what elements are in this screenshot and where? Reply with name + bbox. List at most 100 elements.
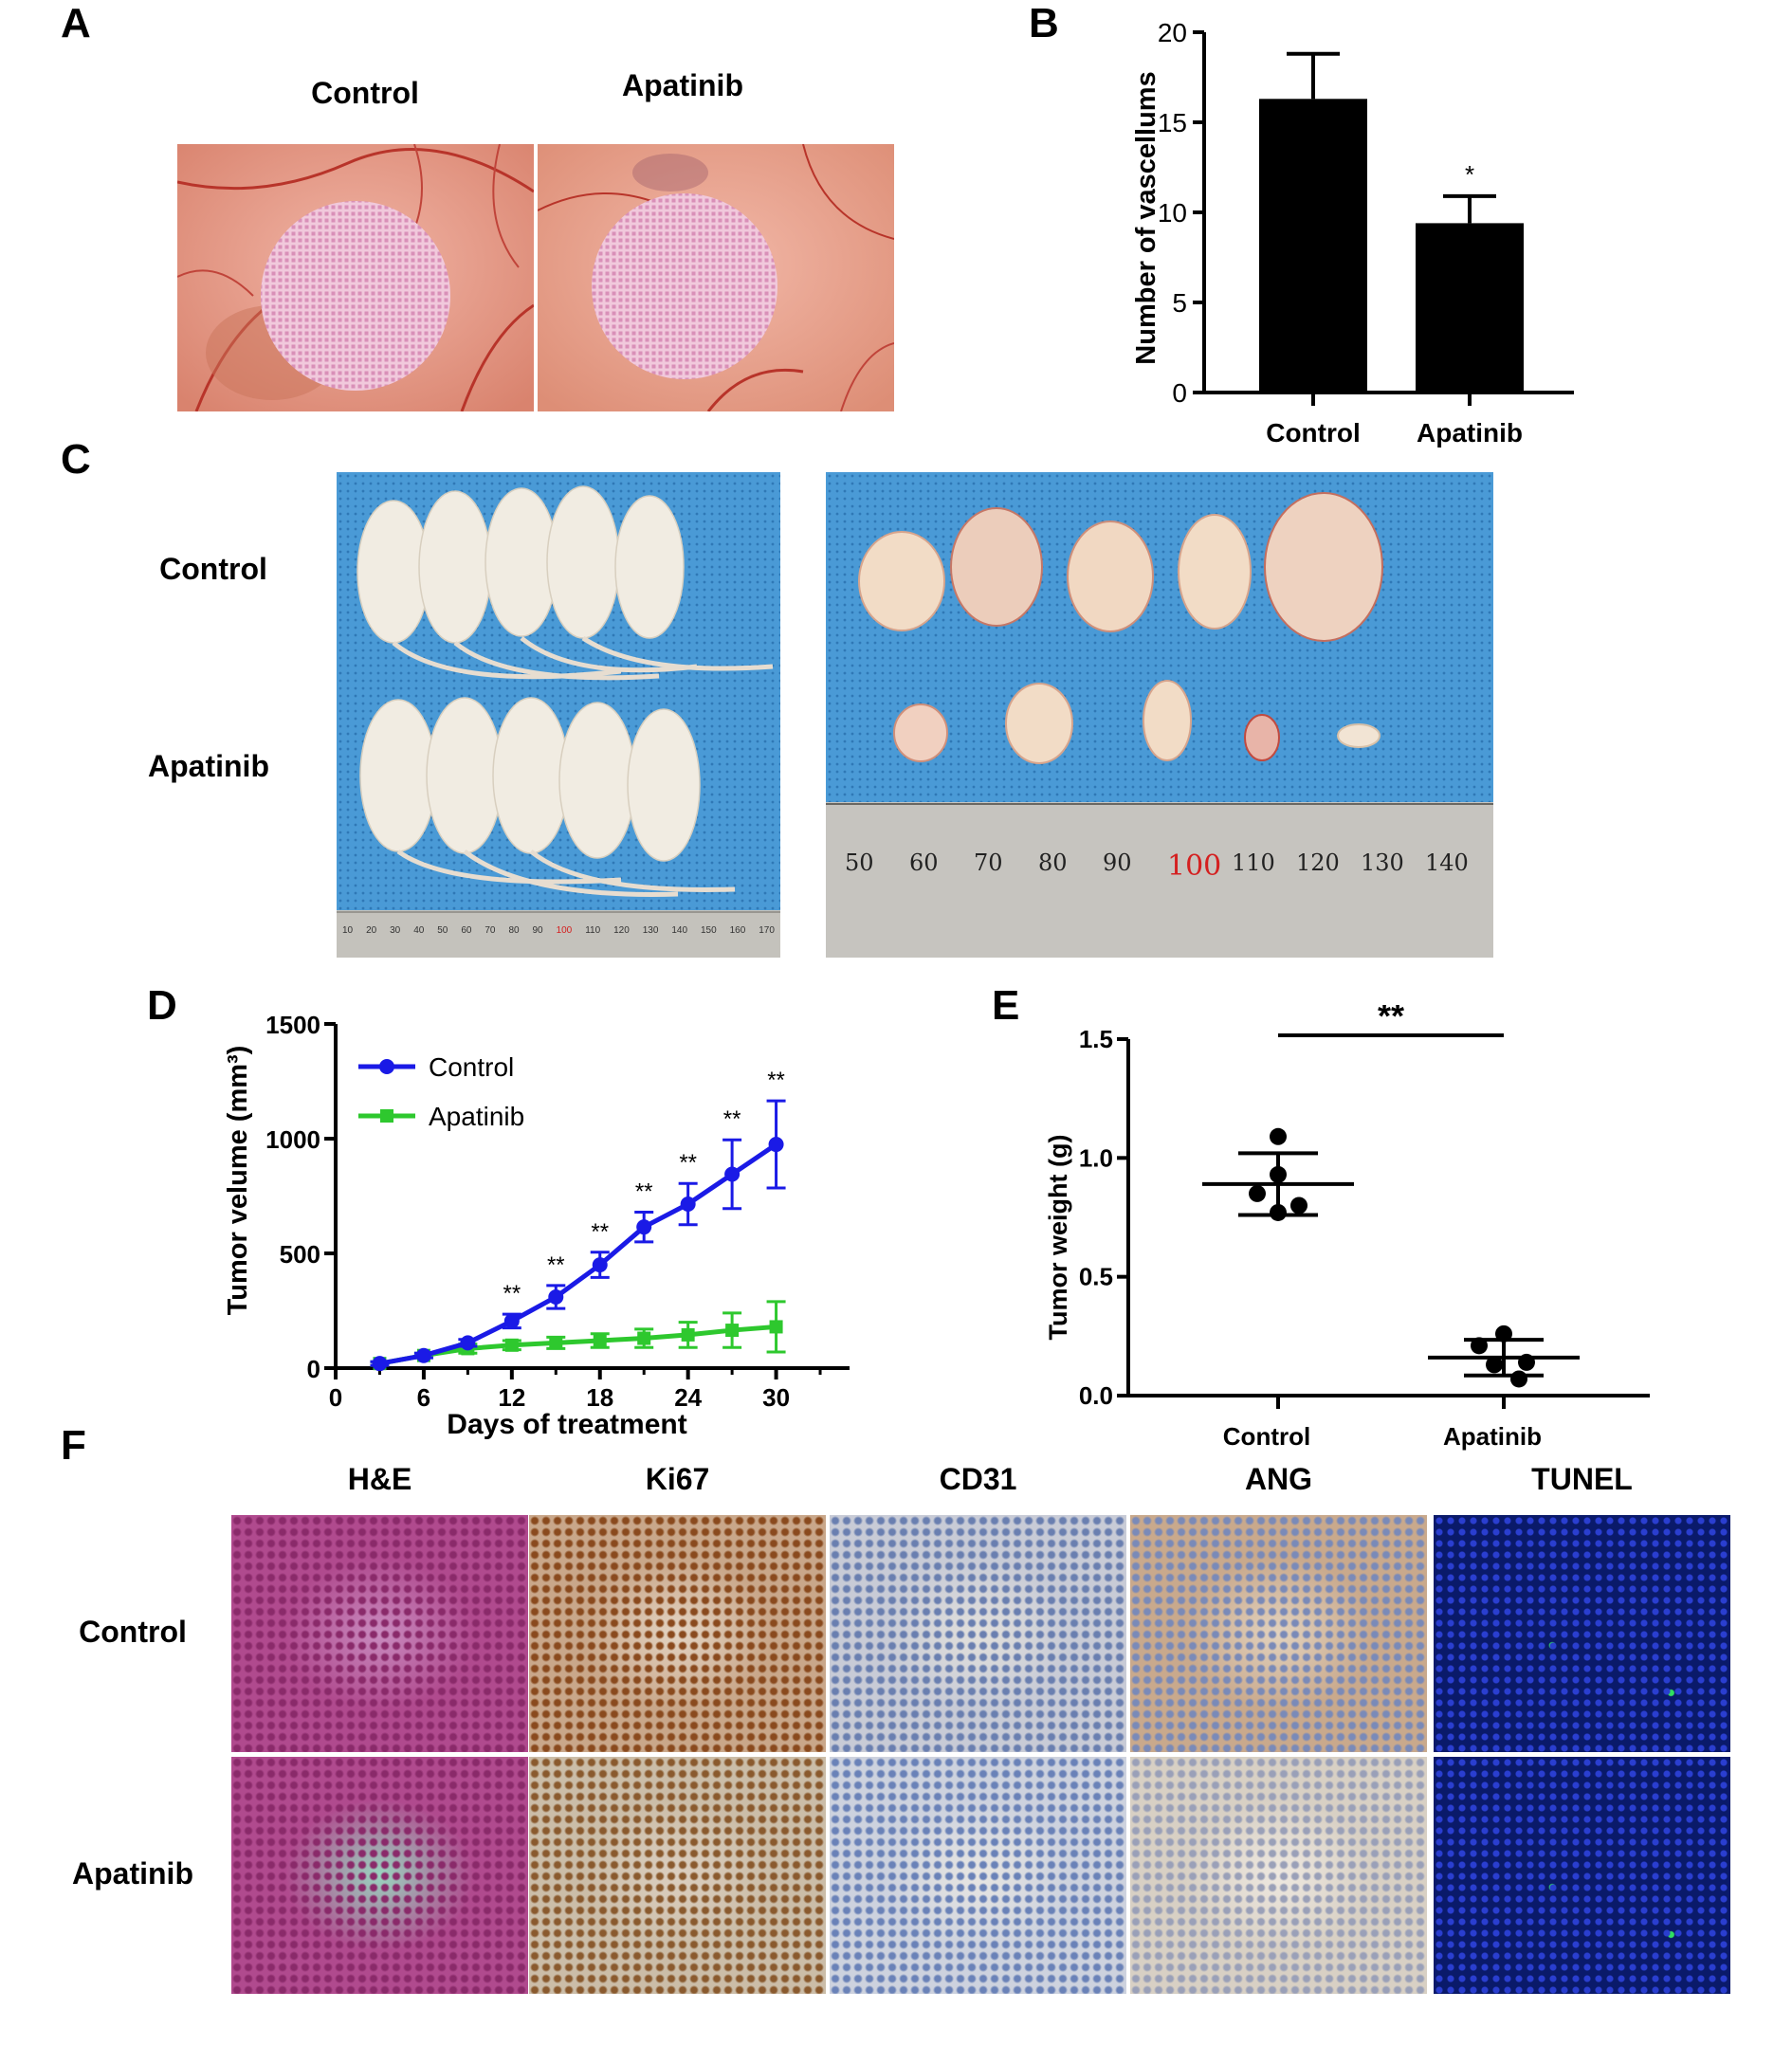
legend-marker-control — [379, 1059, 394, 1074]
small-ruler-tick-label: 170 — [759, 925, 775, 936]
ruler-tick-label: 120 — [1296, 849, 1340, 876]
d-xtick-label: 24 — [674, 1383, 702, 1412]
legend-label-apatinib: Apatinib — [429, 1102, 524, 1131]
e-point-apatinib — [1486, 1356, 1503, 1374]
e-xtick-label: Control — [1223, 1422, 1310, 1451]
cam-photo-control — [177, 144, 534, 411]
e-point-control — [1270, 1165, 1287, 1183]
small-ruler-tick-label: 50 — [437, 925, 448, 936]
micrograph-ki67-apatinib — [529, 1757, 826, 1994]
ruler-tick-label: 100 — [1167, 849, 1222, 883]
small-ruler-tick-label: 20 — [366, 925, 377, 936]
ruler-tick-label: 140 — [1425, 849, 1469, 876]
panel-letter-b: B — [1029, 0, 1059, 46]
d-significance: ** — [679, 1150, 697, 1176]
small-ruler-tick-label: 140 — [671, 925, 688, 936]
b-xtick-label: Control — [1266, 418, 1361, 448]
point-control — [415, 1347, 431, 1363]
point-apatinib — [549, 1336, 563, 1350]
series-line-apatinib — [379, 1324, 777, 1366]
d-xtick-label: 12 — [498, 1383, 525, 1412]
e-point-control — [1270, 1127, 1287, 1145]
small-ruler-tick-label: 160 — [729, 925, 746, 936]
b-xtick-label: Apatinib — [1417, 418, 1523, 448]
tumors-photo: 50 60 70 80 90 100 110 120 130 140 — [826, 472, 1493, 958]
e-ytick-label: 1.5 — [1079, 1025, 1113, 1053]
bar-apatinib — [1416, 223, 1524, 393]
micrograph-tunel-apatinib — [1434, 1757, 1730, 1994]
small-ruler-tick-label: 130 — [642, 925, 659, 936]
small-ruler-tick-label: 70 — [485, 925, 496, 936]
point-control — [680, 1196, 696, 1212]
cam-photo-apatinib — [538, 144, 894, 411]
e-point-apatinib — [1510, 1370, 1527, 1388]
point-control — [768, 1137, 784, 1153]
legend-marker-apatinib — [380, 1109, 393, 1123]
d-xtick-label: 30 — [762, 1383, 790, 1412]
e-ytick-label: 0.5 — [1079, 1263, 1113, 1291]
d-ylabel: Tumor velume (mm³) — [223, 1046, 253, 1316]
small-ruler-tick-label: 10 — [342, 925, 354, 936]
ruler-tick-label: 80 — [1038, 849, 1068, 876]
panel-a-label-control: Control — [311, 76, 419, 110]
small-ruler-tick-label: 110 — [585, 925, 601, 936]
e-ytick-label: 0.0 — [1079, 1381, 1113, 1410]
point-control — [503, 1313, 520, 1329]
panel-f-row-label: Control — [79, 1615, 187, 1649]
small-ruler-tick-label: 100 — [556, 925, 573, 936]
d-ytick-label: 1000 — [265, 1125, 320, 1154]
panel-letter-c: C — [61, 436, 91, 483]
ruler-tick-label: 110 — [1232, 849, 1275, 876]
panel-f-col-header: CD31 — [939, 1462, 1017, 1496]
point-control — [592, 1257, 608, 1273]
d-xtick-label: 0 — [329, 1383, 342, 1412]
micrograph-ang-apatinib — [1130, 1757, 1427, 1994]
panel-f-col-header: Ki67 — [645, 1462, 710, 1496]
d-significance: ** — [635, 1178, 653, 1204]
d-significance: ** — [547, 1252, 565, 1278]
point-apatinib — [769, 1320, 783, 1334]
point-apatinib — [681, 1327, 695, 1342]
small-ruler-tick-label: 40 — [413, 925, 425, 936]
panel-f-col-header: ANG — [1244, 1462, 1313, 1496]
panel-f-row-label: Apatinib — [72, 1856, 193, 1891]
point-control — [636, 1219, 652, 1235]
b-ytick-label: 10 — [1158, 198, 1187, 228]
ruler-tick-label: 130 — [1361, 849, 1404, 876]
line-chart-tumor-volume: Tumor velume (mm³) Days of treatment 0 50… — [223, 1011, 850, 1440]
e-point-apatinib — [1518, 1353, 1535, 1371]
panel-f-col-header: H&E — [347, 1462, 412, 1496]
ruler-tick-label: 50 — [845, 849, 874, 876]
mice-photo: 10 20 30 40 50 60 70 80 90 100 110 120 130 140 150 160 1… — [337, 472, 780, 958]
ruler-tick-label: 60 — [909, 849, 939, 876]
d-significance: ** — [723, 1106, 741, 1132]
b-ytick-label: 15 — [1158, 108, 1187, 137]
point-control — [548, 1288, 564, 1305]
e-significance: ** — [1378, 1005, 1404, 1035]
point-control — [460, 1335, 476, 1351]
panel-letter-a: A — [61, 0, 91, 46]
small-ruler-tick-label: 90 — [532, 925, 543, 936]
legend-label-control: Control — [429, 1052, 514, 1082]
bar-chart-vascellums: Number of vascellums 0 5 10 15 20 Control Apat… — [1131, 18, 1574, 448]
d-xtick-label: 6 — [417, 1383, 430, 1412]
e-point-control — [1249, 1184, 1266, 1202]
panel-letter-d: D — [147, 982, 177, 1029]
small-ruler-tick-label: 80 — [508, 925, 520, 936]
e-ytick-label: 1.0 — [1079, 1143, 1113, 1172]
micrograph-cd31-control — [830, 1515, 1126, 1752]
point-apatinib — [504, 1338, 519, 1352]
d-xlabel: Days of treatment — [447, 1409, 686, 1440]
e-point-apatinib — [1471, 1337, 1488, 1355]
panel-letter-f: F — [61, 1422, 86, 1469]
small-ruler-tick-label: 60 — [461, 925, 472, 936]
d-ytick-label: 0 — [307, 1355, 320, 1383]
series-line-control — [379, 1142, 777, 1366]
b-ytick-label: 20 — [1158, 18, 1187, 47]
point-apatinib — [593, 1333, 607, 1347]
small-ruler-tick-label: 150 — [700, 925, 717, 936]
panel-c-label-control: Control — [159, 552, 267, 586]
mice-control-group — [357, 485, 685, 644]
e-point-control — [1290, 1197, 1307, 1215]
